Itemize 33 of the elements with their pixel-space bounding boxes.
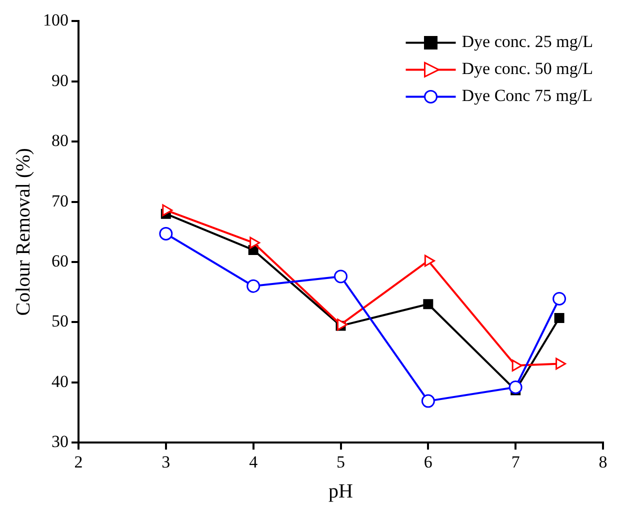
point bbox=[159, 226, 173, 240]
y-tick-label: 40 bbox=[52, 372, 68, 391]
x-tick-label: 4 bbox=[249, 452, 258, 472]
legend-label: Dye Conc 75 mg/L bbox=[462, 86, 593, 106]
y-tick-label: 50 bbox=[52, 312, 68, 331]
point bbox=[554, 312, 564, 323]
y-tick-label: 100 bbox=[43, 10, 68, 30]
point bbox=[334, 270, 348, 284]
y-tick-label: 70 bbox=[52, 191, 68, 210]
x-axis-title: pH bbox=[328, 480, 353, 502]
point bbox=[250, 236, 260, 249]
point bbox=[556, 358, 566, 370]
point bbox=[246, 279, 260, 293]
y-axis-title: Colour Removal (%) bbox=[12, 148, 34, 316]
x-tick-label: 6 bbox=[424, 452, 432, 472]
legend-label: Dye conc. 25 mg/L bbox=[462, 32, 594, 52]
x-tick-label: 5 bbox=[336, 452, 345, 472]
legend-label: Dye conc. 50 mg/L bbox=[462, 59, 594, 78]
point bbox=[424, 254, 435, 267]
point bbox=[162, 204, 173, 216]
x-tick-label: 8 bbox=[598, 452, 608, 472]
x-tick-label: 3 bbox=[162, 452, 170, 472]
y-tick-label: 30 bbox=[52, 432, 68, 452]
point bbox=[508, 380, 522, 394]
x-tick-label: 7 bbox=[511, 452, 520, 472]
x-tick-label: 2 bbox=[74, 452, 83, 472]
point bbox=[512, 360, 522, 372]
y-tick-label: 60 bbox=[52, 251, 68, 270]
y-tick-label: 90 bbox=[52, 70, 68, 90]
point bbox=[421, 394, 435, 408]
y-tick-label: 80 bbox=[52, 131, 68, 150]
point bbox=[552, 292, 566, 306]
point bbox=[423, 299, 434, 310]
